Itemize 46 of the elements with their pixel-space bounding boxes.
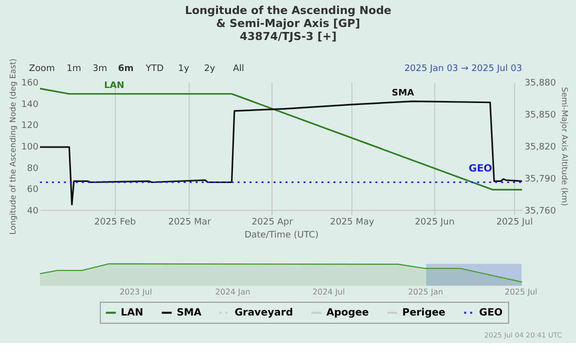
x-axis-title: Date/Time (UTC) <box>244 230 319 240</box>
text: SMA <box>392 88 414 98</box>
x-tick-label: 2025 Apr <box>252 217 294 228</box>
x-tick-label: 2025 Mar <box>168 217 212 228</box>
legend-label: Graveyard <box>234 308 293 319</box>
x-tick-label: 2023 Jul <box>120 287 152 296</box>
y2-tick-label: 35,760 <box>524 206 556 216</box>
text: YTD <box>144 64 164 74</box>
y-tick-label: 100 <box>21 142 39 153</box>
legend-label: Apogee <box>326 308 370 319</box>
legend-label: SMA <box>176 308 202 319</box>
y-tick-label: 140 <box>21 100 39 110</box>
text: 2y <box>204 64 216 74</box>
text: Zoom <box>29 64 55 74</box>
x-tick-label: 2024 Jul <box>312 287 345 296</box>
y2-tick-label: 35,790 <box>524 174 556 184</box>
y-tick-label: 60 <box>27 185 39 196</box>
x-tick-label: 2025 May <box>330 217 375 228</box>
text: LAN <box>104 80 124 91</box>
legend-label: Perigee <box>402 308 446 319</box>
text: 2025 Jan 03 → 2025 Jul 03 <box>404 64 522 74</box>
x-tick-label: 2024 Jan <box>215 287 250 296</box>
legend-label: GEO <box>479 308 503 319</box>
x-tick-label: 2025 Jul <box>504 287 538 296</box>
text: 3m <box>92 64 108 74</box>
chart-title: Longitude of the Ascending Node & Semi-Major Axis [GP] 43874/TJS-3 [+] <box>184 4 392 43</box>
y2-tick-label: 35,850 <box>524 110 556 121</box>
legend-label: LAN <box>120 308 144 319</box>
y2-axis-title: Semi-Major Axis Altitude (km) <box>560 87 570 206</box>
y2-tick-label: 35,820 <box>524 142 556 153</box>
x-tick-label: 2025 Jul <box>496 217 533 228</box>
text: 1y <box>178 64 190 74</box>
text: 6m <box>118 64 134 74</box>
text: GEO <box>468 163 492 174</box>
y-axis-title: Longitude of the Ascending Node (deg East) <box>8 58 18 235</box>
x-tick-label: 2025 Jan <box>408 287 444 296</box>
y-tick-label: 80 <box>27 164 39 174</box>
y2-tick-label: 35,880 <box>524 78 556 89</box>
text: 1m <box>66 64 82 74</box>
y-tick-label: 160 <box>21 78 39 89</box>
text: All <box>233 64 244 74</box>
line-series <box>40 100 522 206</box>
x-tick-label: 2025 Feb <box>94 217 136 228</box>
y-tick-label: 120 <box>21 121 39 132</box>
y-tick-label: 40 <box>27 206 39 216</box>
x-tick-label: 2025 Jun <box>414 217 455 228</box>
